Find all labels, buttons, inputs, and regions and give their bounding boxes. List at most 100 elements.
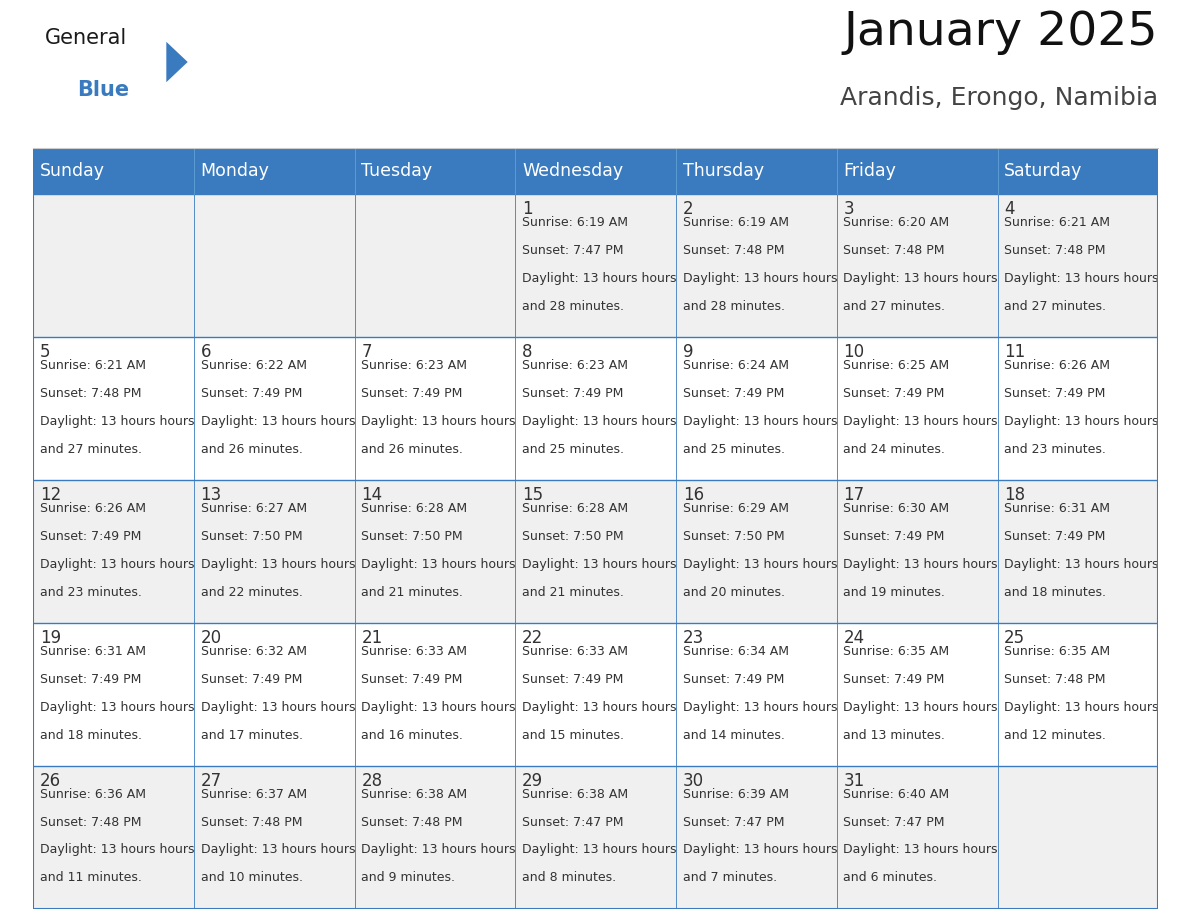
Bar bbox=[355, 766, 516, 909]
Bar bbox=[998, 623, 1158, 766]
Text: Daylight: 13 hours hours: Daylight: 13 hours hours bbox=[683, 558, 838, 571]
Text: Sunset: 7:48 PM: Sunset: 7:48 PM bbox=[1004, 244, 1106, 257]
Text: Sunset: 7:49 PM: Sunset: 7:49 PM bbox=[40, 530, 141, 543]
Bar bbox=[676, 766, 836, 909]
Bar bbox=[516, 766, 676, 909]
Text: Daylight: 13 hours hours: Daylight: 13 hours hours bbox=[683, 415, 838, 428]
Bar bbox=[355, 337, 516, 480]
Text: 14: 14 bbox=[361, 487, 383, 504]
Bar bbox=[33, 766, 194, 909]
Text: Daylight: 13 hours hours: Daylight: 13 hours hours bbox=[522, 700, 676, 713]
Text: 3: 3 bbox=[843, 200, 854, 218]
Bar bbox=[836, 766, 998, 909]
Text: and 28 minutes.: and 28 minutes. bbox=[683, 300, 785, 313]
Bar bbox=[998, 623, 1158, 766]
Bar bbox=[836, 766, 998, 909]
Bar bbox=[194, 766, 355, 909]
Text: Sunset: 7:49 PM: Sunset: 7:49 PM bbox=[40, 673, 141, 686]
Text: and 28 minutes.: and 28 minutes. bbox=[522, 300, 624, 313]
Text: Sunrise: 6:21 AM: Sunrise: 6:21 AM bbox=[1004, 216, 1111, 230]
Text: Sunset: 7:49 PM: Sunset: 7:49 PM bbox=[683, 387, 784, 400]
Text: Wednesday: Wednesday bbox=[522, 162, 624, 180]
Text: and 15 minutes.: and 15 minutes. bbox=[522, 729, 624, 742]
Text: Sunset: 7:49 PM: Sunset: 7:49 PM bbox=[1004, 530, 1106, 543]
Bar bbox=[194, 480, 355, 623]
Text: and 13 minutes.: and 13 minutes. bbox=[843, 729, 946, 742]
Text: and 18 minutes.: and 18 minutes. bbox=[40, 729, 141, 742]
Text: Sunset: 7:48 PM: Sunset: 7:48 PM bbox=[361, 815, 463, 829]
Bar bbox=[998, 337, 1158, 480]
Text: and 8 minutes.: and 8 minutes. bbox=[522, 871, 617, 884]
Text: Saturday: Saturday bbox=[1004, 162, 1082, 180]
Text: 29: 29 bbox=[522, 772, 543, 789]
Bar bbox=[516, 195, 676, 337]
Text: and 25 minutes.: and 25 minutes. bbox=[522, 442, 624, 455]
Bar bbox=[194, 623, 355, 766]
Bar bbox=[998, 480, 1158, 623]
Text: Daylight: 13 hours hours: Daylight: 13 hours hours bbox=[1004, 415, 1158, 428]
Text: Daylight: 13 hours hours: Daylight: 13 hours hours bbox=[1004, 558, 1158, 571]
Text: Sunrise: 6:27 AM: Sunrise: 6:27 AM bbox=[201, 502, 307, 515]
Text: Sunset: 7:49 PM: Sunset: 7:49 PM bbox=[522, 387, 624, 400]
Text: Sunset: 7:48 PM: Sunset: 7:48 PM bbox=[1004, 673, 1106, 686]
Bar bbox=[676, 766, 836, 909]
Text: Sunrise: 6:24 AM: Sunrise: 6:24 AM bbox=[683, 359, 789, 372]
Text: and 26 minutes.: and 26 minutes. bbox=[201, 442, 303, 455]
Text: Daylight: 13 hours hours: Daylight: 13 hours hours bbox=[201, 415, 355, 428]
Text: Sunrise: 6:23 AM: Sunrise: 6:23 AM bbox=[361, 359, 467, 372]
Bar bbox=[516, 148, 676, 195]
Text: and 17 minutes.: and 17 minutes. bbox=[201, 729, 303, 742]
Bar bbox=[836, 148, 998, 195]
Text: 31: 31 bbox=[843, 772, 865, 789]
Text: and 16 minutes.: and 16 minutes. bbox=[361, 729, 463, 742]
Text: 2: 2 bbox=[683, 200, 694, 218]
Bar bbox=[676, 195, 836, 337]
Bar bbox=[355, 337, 516, 480]
Text: Sunrise: 6:25 AM: Sunrise: 6:25 AM bbox=[843, 359, 949, 372]
Text: and 20 minutes.: and 20 minutes. bbox=[683, 586, 785, 599]
Text: and 27 minutes.: and 27 minutes. bbox=[1004, 300, 1106, 313]
Text: Sunset: 7:50 PM: Sunset: 7:50 PM bbox=[201, 530, 302, 543]
Text: Sunrise: 6:33 AM: Sunrise: 6:33 AM bbox=[361, 644, 467, 658]
Text: and 18 minutes.: and 18 minutes. bbox=[1004, 586, 1106, 599]
Text: Sunrise: 6:35 AM: Sunrise: 6:35 AM bbox=[1004, 644, 1111, 658]
Text: and 23 minutes.: and 23 minutes. bbox=[40, 586, 141, 599]
Bar bbox=[998, 148, 1158, 195]
Text: 8: 8 bbox=[522, 343, 532, 362]
Text: Sunrise: 6:35 AM: Sunrise: 6:35 AM bbox=[843, 644, 949, 658]
Text: Sunset: 7:50 PM: Sunset: 7:50 PM bbox=[683, 530, 784, 543]
Text: Sunset: 7:48 PM: Sunset: 7:48 PM bbox=[40, 387, 141, 400]
Text: Sunset: 7:50 PM: Sunset: 7:50 PM bbox=[361, 530, 463, 543]
Bar bbox=[516, 623, 676, 766]
Text: 16: 16 bbox=[683, 487, 704, 504]
Bar bbox=[33, 480, 194, 623]
Text: 5: 5 bbox=[40, 343, 50, 362]
Text: and 14 minutes.: and 14 minutes. bbox=[683, 729, 784, 742]
Bar bbox=[676, 623, 836, 766]
Text: Sunrise: 6:32 AM: Sunrise: 6:32 AM bbox=[201, 644, 307, 658]
Text: Sunrise: 6:28 AM: Sunrise: 6:28 AM bbox=[361, 502, 467, 515]
Text: and 26 minutes.: and 26 minutes. bbox=[361, 442, 463, 455]
Text: 13: 13 bbox=[201, 487, 222, 504]
Text: Sunrise: 6:29 AM: Sunrise: 6:29 AM bbox=[683, 502, 789, 515]
Bar bbox=[355, 480, 516, 623]
Text: Sunrise: 6:40 AM: Sunrise: 6:40 AM bbox=[843, 788, 949, 800]
Text: Sunset: 7:49 PM: Sunset: 7:49 PM bbox=[361, 387, 462, 400]
Text: Daylight: 13 hours hours: Daylight: 13 hours hours bbox=[522, 415, 676, 428]
Bar bbox=[836, 623, 998, 766]
Bar bbox=[355, 148, 516, 195]
Bar bbox=[516, 337, 676, 480]
Text: Sunset: 7:49 PM: Sunset: 7:49 PM bbox=[201, 387, 302, 400]
Text: 18: 18 bbox=[1004, 487, 1025, 504]
Text: 12: 12 bbox=[40, 487, 61, 504]
Text: 11: 11 bbox=[1004, 343, 1025, 362]
Bar bbox=[836, 195, 998, 337]
Text: 23: 23 bbox=[683, 629, 704, 647]
Text: Arandis, Erongo, Namibia: Arandis, Erongo, Namibia bbox=[840, 86, 1158, 110]
Text: Daylight: 13 hours hours: Daylight: 13 hours hours bbox=[1004, 272, 1158, 285]
Text: Daylight: 13 hours hours: Daylight: 13 hours hours bbox=[361, 415, 516, 428]
Text: Sunrise: 6:22 AM: Sunrise: 6:22 AM bbox=[201, 359, 307, 372]
Text: Sunrise: 6:30 AM: Sunrise: 6:30 AM bbox=[843, 502, 949, 515]
Text: Sunset: 7:49 PM: Sunset: 7:49 PM bbox=[201, 673, 302, 686]
Text: Daylight: 13 hours hours: Daylight: 13 hours hours bbox=[843, 415, 998, 428]
